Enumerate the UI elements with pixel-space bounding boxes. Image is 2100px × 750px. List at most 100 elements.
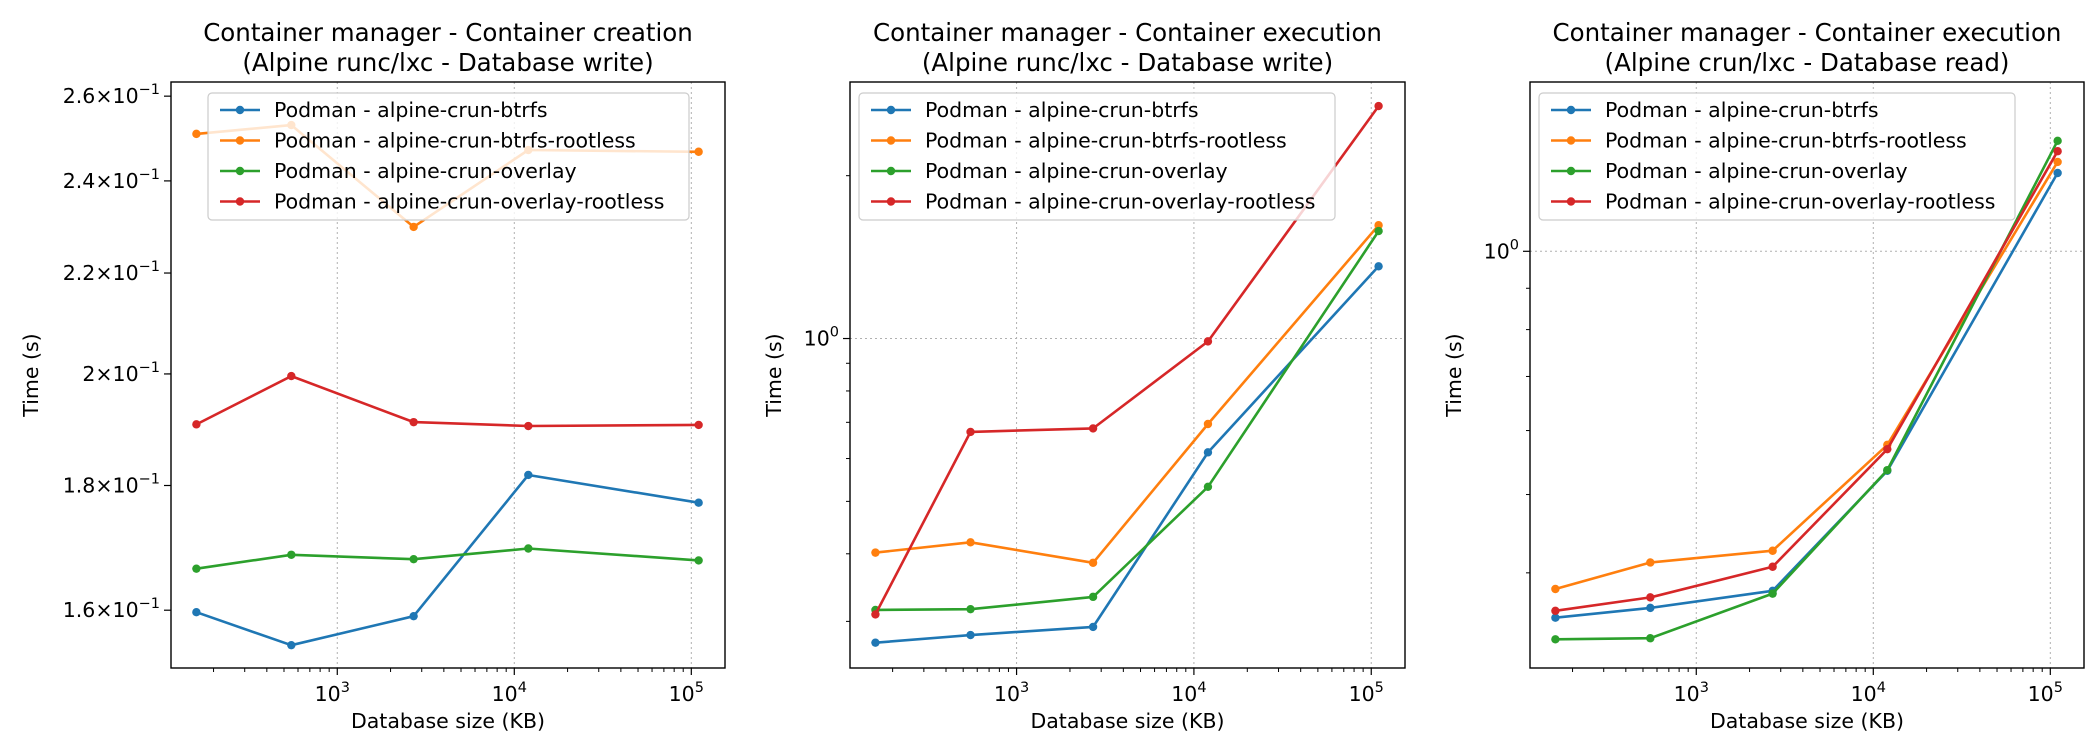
- legend-box: [1538, 92, 2016, 221]
- series-line: [196, 547, 699, 570]
- data-point: [524, 470, 533, 480]
- x-tick-label: 104: [1171, 680, 1206, 706]
- data-point: [1088, 592, 1098, 602]
- data-point: [524, 544, 533, 553]
- y-tick-label: 2.6×10−1: [63, 82, 160, 108]
- legend-label: Podman - alpine-crun-btrfs-rootless: [925, 129, 1287, 153]
- legend-marker: [235, 105, 245, 115]
- y-tick-label: 2×10−1: [82, 360, 160, 386]
- x-tick-label: 103: [315, 680, 350, 706]
- axes-frame: [170, 81, 726, 669]
- data-point: [1088, 622, 1098, 632]
- series-4: [1551, 147, 2062, 615]
- data-point: [1374, 101, 1383, 111]
- x-tick-label: 105: [1349, 680, 1384, 706]
- data-point: [409, 417, 418, 427]
- x-tick-label: 104: [1851, 680, 1886, 706]
- chart-title: Container manager - Container execution: [873, 18, 1382, 47]
- data-point: [192, 129, 201, 139]
- x-axis-label: Database size (KB): [1030, 709, 1224, 733]
- y-axis-label: Time (s): [762, 333, 786, 417]
- x-tick-label: 105: [669, 680, 704, 706]
- legend-label: Podman - alpine-crun-overlay-rootless: [1605, 190, 1995, 214]
- legend-box: [858, 92, 1336, 221]
- data-point: [1374, 226, 1383, 236]
- axes-frame: [1529, 81, 2085, 669]
- data-point: [1646, 558, 1655, 567]
- chart-title: Container manager - Container creation: [203, 18, 693, 47]
- series-2: [871, 220, 1383, 567]
- y-tick-label: 100: [804, 325, 839, 351]
- y-tick-label: 2.2×10−1: [63, 259, 160, 285]
- data-point: [2053, 168, 2062, 178]
- legend-label: Podman - alpine-crun-btrfs: [274, 98, 548, 122]
- data-point: [1646, 603, 1655, 613]
- data-point: [1551, 613, 1560, 622]
- y-tick-label: 2.4×10−1: [63, 167, 160, 193]
- series-line: [195, 473, 699, 647]
- x-axis-label: Database size (KB): [351, 709, 545, 733]
- data-point: [694, 420, 703, 430]
- x-tick-label: 103: [1674, 680, 1709, 706]
- series-4: [871, 101, 1383, 619]
- legend-marker: [1566, 197, 1576, 206]
- data-point: [1551, 606, 1560, 615]
- data-point: [1883, 465, 1892, 475]
- legend-marker: [886, 105, 896, 115]
- legend-label: Podman - alpine-crun-btrfs: [1605, 98, 1879, 122]
- data-point: [966, 538, 975, 547]
- series-1: [871, 262, 1383, 647]
- y-axis-label: Time (s): [19, 333, 43, 417]
- legend-marker: [235, 166, 245, 176]
- chart-subtitle: (Alpine crun/lxc - Database read): [1605, 48, 2010, 77]
- data-point: [2053, 136, 2062, 146]
- legend-label: Podman - alpine-crun-overlay: [1605, 159, 1908, 183]
- data-point: [871, 638, 880, 647]
- data-point: [1374, 262, 1383, 271]
- data-point: [1203, 482, 1213, 491]
- y-axis-label: Time (s): [1442, 333, 1466, 417]
- series-line: [1555, 172, 2059, 619]
- data-point: [2053, 147, 2062, 156]
- x-tick-label: 104: [492, 680, 527, 706]
- series-line: [875, 230, 1380, 612]
- y-tick-label: 100: [1484, 237, 1519, 263]
- x-tick-label: 105: [2028, 680, 2063, 706]
- data-point: [1646, 634, 1655, 643]
- data-point: [409, 222, 418, 232]
- series-line: [1555, 161, 2059, 591]
- chart-subtitle: (Alpine runc/lxc - Database write): [242, 48, 653, 77]
- legend-label: Podman - alpine-crun-overlay-rootless: [274, 190, 664, 214]
- data-point: [2053, 157, 2062, 167]
- legend-label: Podman - alpine-crun-overlay: [274, 159, 577, 183]
- data-point: [1088, 424, 1098, 433]
- data-point: [871, 548, 880, 557]
- legend-marker: [1566, 105, 1576, 115]
- data-point: [192, 564, 201, 573]
- legend-marker: [1566, 166, 1576, 176]
- series-3: [1551, 136, 2062, 644]
- legend-marker: [886, 197, 896, 206]
- data-point: [966, 604, 975, 614]
- data-point: [1203, 337, 1213, 346]
- data-point: [1203, 448, 1213, 457]
- data-point: [1768, 562, 1777, 571]
- data-point: [1551, 584, 1560, 594]
- data-point: [1646, 593, 1655, 602]
- x-axis-label: Database size (KB): [1710, 709, 1904, 733]
- legend-label: Podman - alpine-crun-btrfs-rootless: [1605, 129, 1967, 153]
- data-point: [409, 554, 418, 564]
- legend-label: Podman - alpine-crun-btrfs: [925, 98, 1199, 122]
- data-point: [1203, 419, 1213, 429]
- data-point: [1883, 444, 1892, 454]
- data-point: [524, 421, 533, 431]
- data-point: [1374, 220, 1383, 230]
- chart-3: Container manager - Container execution(…: [1442, 18, 2085, 733]
- legend-label: Podman - alpine-crun-btrfs-rootless: [274, 129, 636, 153]
- legend: Podman - alpine-crun-btrfs Podman - alpin…: [1538, 92, 2016, 221]
- series-3: [871, 226, 1383, 615]
- chart-subtitle: (Alpine runc/lxc - Database write): [922, 48, 1333, 77]
- x-tick-label: 103: [994, 680, 1029, 706]
- data-point: [694, 147, 703, 156]
